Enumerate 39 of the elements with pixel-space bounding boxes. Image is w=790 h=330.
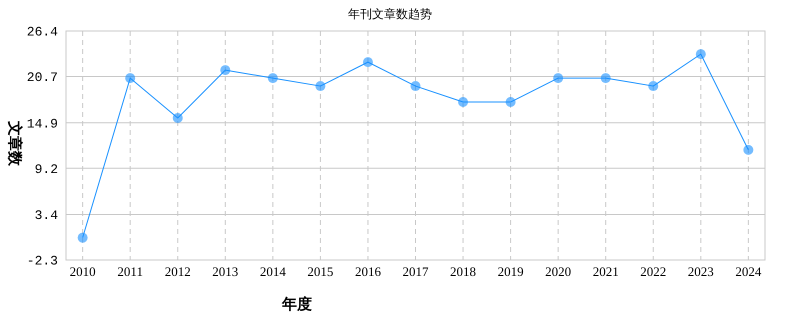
- point: [553, 73, 564, 84]
- point: [268, 73, 278, 84]
- x-tick-label: 2021: [592, 264, 619, 279]
- point: [506, 97, 516, 108]
- point: [458, 97, 468, 108]
- x-tick-label: 2018: [450, 264, 476, 279]
- y-tick-label: 3.4: [34, 208, 58, 224]
- x-tick-label: 2011: [117, 264, 143, 279]
- x-tick-label: 2020: [545, 264, 572, 279]
- x-tick-label: 2012: [164, 264, 191, 279]
- x-axis-title: 年度: [281, 295, 312, 313]
- x-tick-label: 2010: [70, 264, 96, 279]
- point: [410, 81, 420, 92]
- point: [362, 57, 373, 68]
- x-tick-label: 2013: [212, 264, 238, 279]
- x-tick-label: 2023: [688, 264, 714, 279]
- y-tick-label: -2.3: [26, 254, 58, 269]
- point: [600, 73, 611, 84]
- chart-title: 年刊文章数趋势: [348, 7, 432, 21]
- y-tick-label: 26.4: [26, 24, 58, 40]
- point: [315, 81, 326, 92]
- x-tick-label: 2019: [498, 264, 524, 279]
- point: [125, 73, 136, 84]
- y-axis-title: 文章数: [6, 120, 24, 167]
- x-tick-label: 2016: [354, 264, 382, 279]
- x-tick-label: 2022: [640, 264, 666, 279]
- point: [743, 144, 754, 155]
- point: [648, 81, 658, 92]
- y-tick-label: 14.9: [26, 116, 58, 132]
- y-tick-label: 9.2: [34, 162, 58, 177]
- point: [696, 49, 706, 60]
- x-tick-label: 2024: [735, 264, 762, 279]
- point: [78, 232, 88, 243]
- x-tick-label: 2014: [260, 264, 286, 279]
- point: [220, 65, 230, 76]
- y-tick-label: 20.7: [26, 70, 58, 86]
- x-tick-label: 2015: [307, 264, 334, 279]
- point: [172, 112, 183, 123]
- x-tick-label: 2017: [402, 264, 429, 279]
